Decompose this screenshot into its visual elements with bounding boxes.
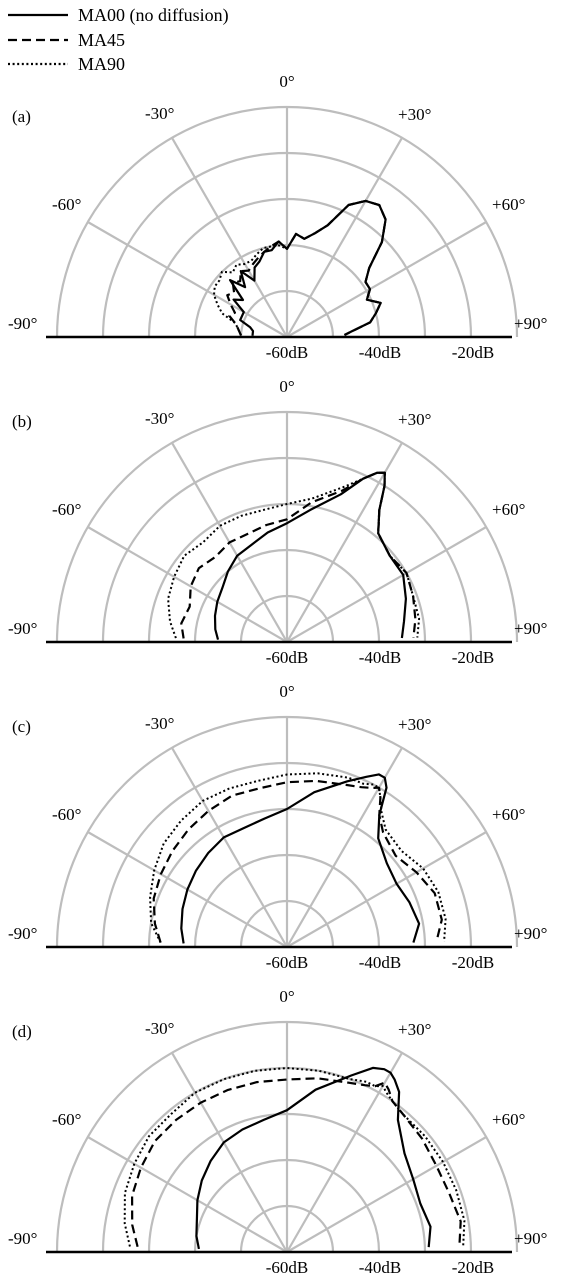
angle-tick-label: +60°: [492, 500, 525, 519]
polar-panel: -90° -60° -30° 0° +30° +60° +90° -60dB -40dB -20d…: [8, 987, 547, 1277]
panel-label: (b): [12, 412, 32, 431]
polar-panel: -90° -60° -30° 0° +30° +60° +90° -60dB -40dB -20d…: [8, 377, 547, 667]
grid-spoke: [286, 442, 403, 643]
angle-tick-label: -60°: [52, 500, 81, 519]
panel-label: (a): [12, 107, 31, 126]
series-dotted-line: [123, 1067, 466, 1247]
angle-tick-label: 0°: [279, 72, 294, 91]
grid-spoke: [286, 1052, 403, 1253]
series-dashed-line: [131, 1077, 462, 1248]
angle-tick-label: -60°: [52, 195, 81, 214]
angle-tick-label: -60°: [52, 805, 81, 824]
grid-spoke: [286, 137, 403, 338]
series-solid-line: [195, 1066, 432, 1250]
angle-tick-label: 0°: [279, 987, 294, 1006]
angle-tick-label: -90°: [8, 619, 37, 638]
angle-tick-label: +60°: [492, 1110, 525, 1129]
legend-label: MA90: [78, 54, 125, 74]
radial-tick-label: -20dB: [452, 343, 495, 362]
panels: -90° -60° -30° 0° +30° +60° +90° -60dB -40dB -20d…: [8, 72, 547, 1277]
angle-tick-label: +90°: [514, 619, 547, 638]
radial-tick-label: -20dB: [452, 648, 495, 667]
grid-spoke: [171, 1052, 288, 1253]
angle-tick-label: +30°: [398, 105, 431, 124]
grid-spoke: [286, 221, 487, 338]
angle-tick-label: 0°: [279, 377, 294, 396]
angle-tick-label: -30°: [145, 409, 174, 428]
series-solid-line: [180, 773, 421, 944]
grid-spoke: [171, 137, 288, 338]
radial-tick-label: -40dB: [359, 343, 402, 362]
angle-tick-label: -90°: [8, 314, 37, 333]
grid-spoke: [171, 747, 288, 948]
radial-tick-label: -20dB: [452, 1258, 495, 1277]
grid-spoke: [286, 747, 403, 948]
radial-tick-label: -60dB: [266, 343, 309, 362]
angle-tick-label: +30°: [398, 1020, 431, 1039]
angle-tick-label: +30°: [398, 410, 431, 429]
legend-label: MA45: [78, 30, 125, 50]
radial-tick-label: -40dB: [359, 953, 402, 972]
polar-panel: -90° -60° -30° 0° +30° +60° +90° -60dB -40dB -20d…: [8, 682, 547, 972]
radial-tick-label: -60dB: [266, 1258, 309, 1277]
angle-tick-label: -90°: [8, 924, 37, 943]
radial-tick-label: -20dB: [452, 953, 495, 972]
radial-tick-label: -40dB: [359, 648, 402, 667]
angle-tick-label: +60°: [492, 195, 525, 214]
legend: MA00 (no diffusion) MA45 MA90: [8, 5, 229, 74]
series-dotted-line: [213, 199, 387, 336]
panel-label: (d): [12, 1022, 32, 1041]
angle-tick-label: +90°: [514, 1229, 547, 1248]
angle-tick-label: +90°: [514, 314, 547, 333]
polar-panel: -90° -60° -30° 0° +30° +60° +90° -60dB -40dB -20d…: [8, 72, 547, 362]
panel-label: (c): [12, 717, 31, 736]
grid-spoke: [286, 1136, 487, 1253]
grid-spoke: [286, 831, 487, 948]
series-dashed-line: [152, 779, 443, 943]
angle-tick-label: -30°: [145, 104, 174, 123]
series-dotted-line: [167, 471, 421, 639]
angle-tick-label: +60°: [492, 805, 525, 824]
grid-spoke: [87, 221, 288, 338]
grid-spoke: [87, 1136, 288, 1253]
radial-tick-label: -40dB: [359, 1258, 402, 1277]
angle-tick-label: -30°: [145, 714, 174, 733]
angle-tick-label: 0°: [279, 682, 294, 701]
series-dotted-line: [149, 772, 447, 944]
series-solid-line: [213, 471, 407, 640]
angle-tick-label: -30°: [145, 1019, 174, 1038]
grid-spoke: [87, 526, 288, 643]
angle-tick-label: +90°: [514, 924, 547, 943]
angle-tick-label: +30°: [398, 715, 431, 734]
angle-tick-label: -60°: [52, 1110, 81, 1129]
grid-spoke: [286, 526, 487, 643]
radial-tick-label: -60dB: [266, 648, 309, 667]
angle-tick-label: -90°: [8, 1229, 37, 1248]
radial-tick-label: -60dB: [266, 953, 309, 972]
legend-label: MA00 (no diffusion): [78, 5, 229, 26]
